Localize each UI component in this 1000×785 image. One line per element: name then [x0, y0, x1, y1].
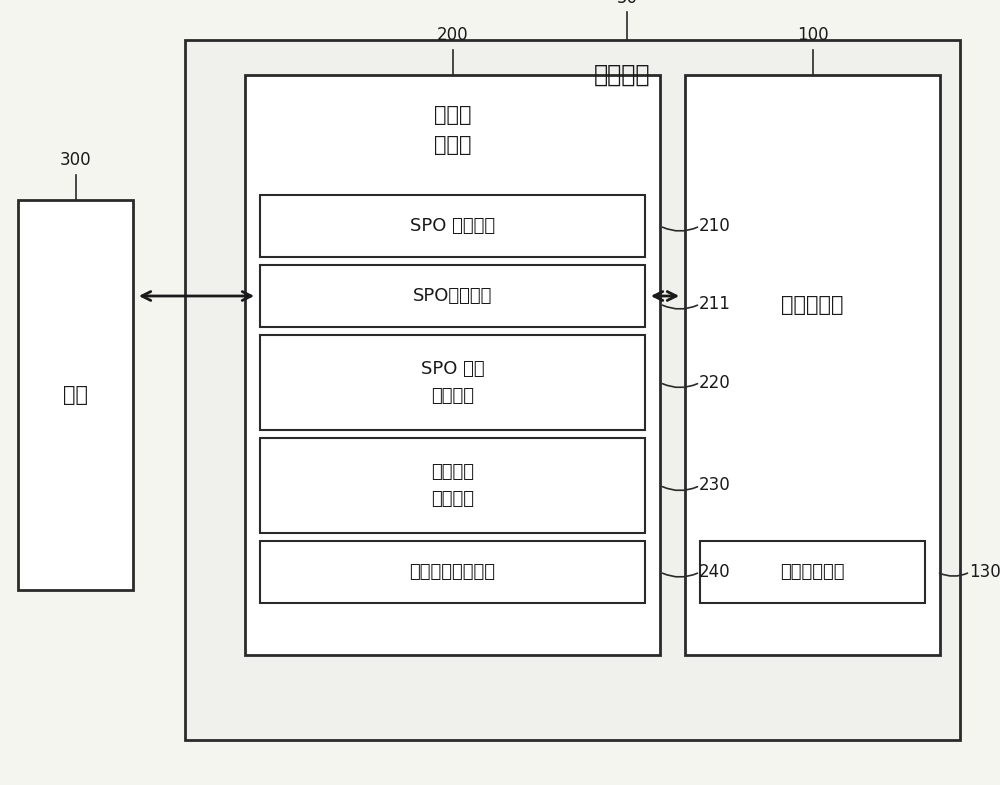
Text: SPO存储装置: SPO存储装置: [413, 287, 492, 305]
Text: 主机: 主机: [63, 385, 88, 405]
Text: 存储器装置: 存储器装置: [781, 295, 844, 315]
Text: 存储器
控制器: 存储器 控制器: [434, 105, 471, 155]
Text: 100: 100: [797, 26, 828, 44]
Text: SPO 级别
确定单元: SPO 级别 确定单元: [421, 360, 484, 405]
Bar: [185, 40, 960, 740]
Bar: [260, 541, 645, 603]
Text: 130: 130: [969, 563, 1000, 581]
Text: SPO 感测单元: SPO 感测单元: [410, 217, 495, 235]
Text: 300: 300: [60, 151, 91, 169]
Bar: [245, 75, 660, 655]
Text: 230: 230: [699, 476, 731, 495]
Bar: [260, 265, 645, 327]
Text: 系统数据存储装置: 系统数据存储装置: [410, 563, 496, 581]
Bar: [260, 438, 645, 533]
Text: 210: 210: [699, 217, 731, 235]
Text: 存储装置: 存储装置: [594, 63, 651, 87]
Bar: [685, 75, 940, 655]
Text: 系统数据
控制单元: 系统数据 控制单元: [431, 463, 474, 508]
Text: 200: 200: [437, 26, 468, 44]
Text: 211: 211: [699, 295, 731, 313]
Bar: [700, 541, 925, 603]
Bar: [260, 195, 645, 257]
Bar: [260, 335, 645, 430]
Text: 220: 220: [699, 374, 731, 392]
Bar: [18, 200, 133, 590]
Text: 240: 240: [699, 563, 731, 581]
Text: 数据存储装置: 数据存储装置: [780, 563, 845, 581]
Text: 50: 50: [616, 0, 637, 7]
